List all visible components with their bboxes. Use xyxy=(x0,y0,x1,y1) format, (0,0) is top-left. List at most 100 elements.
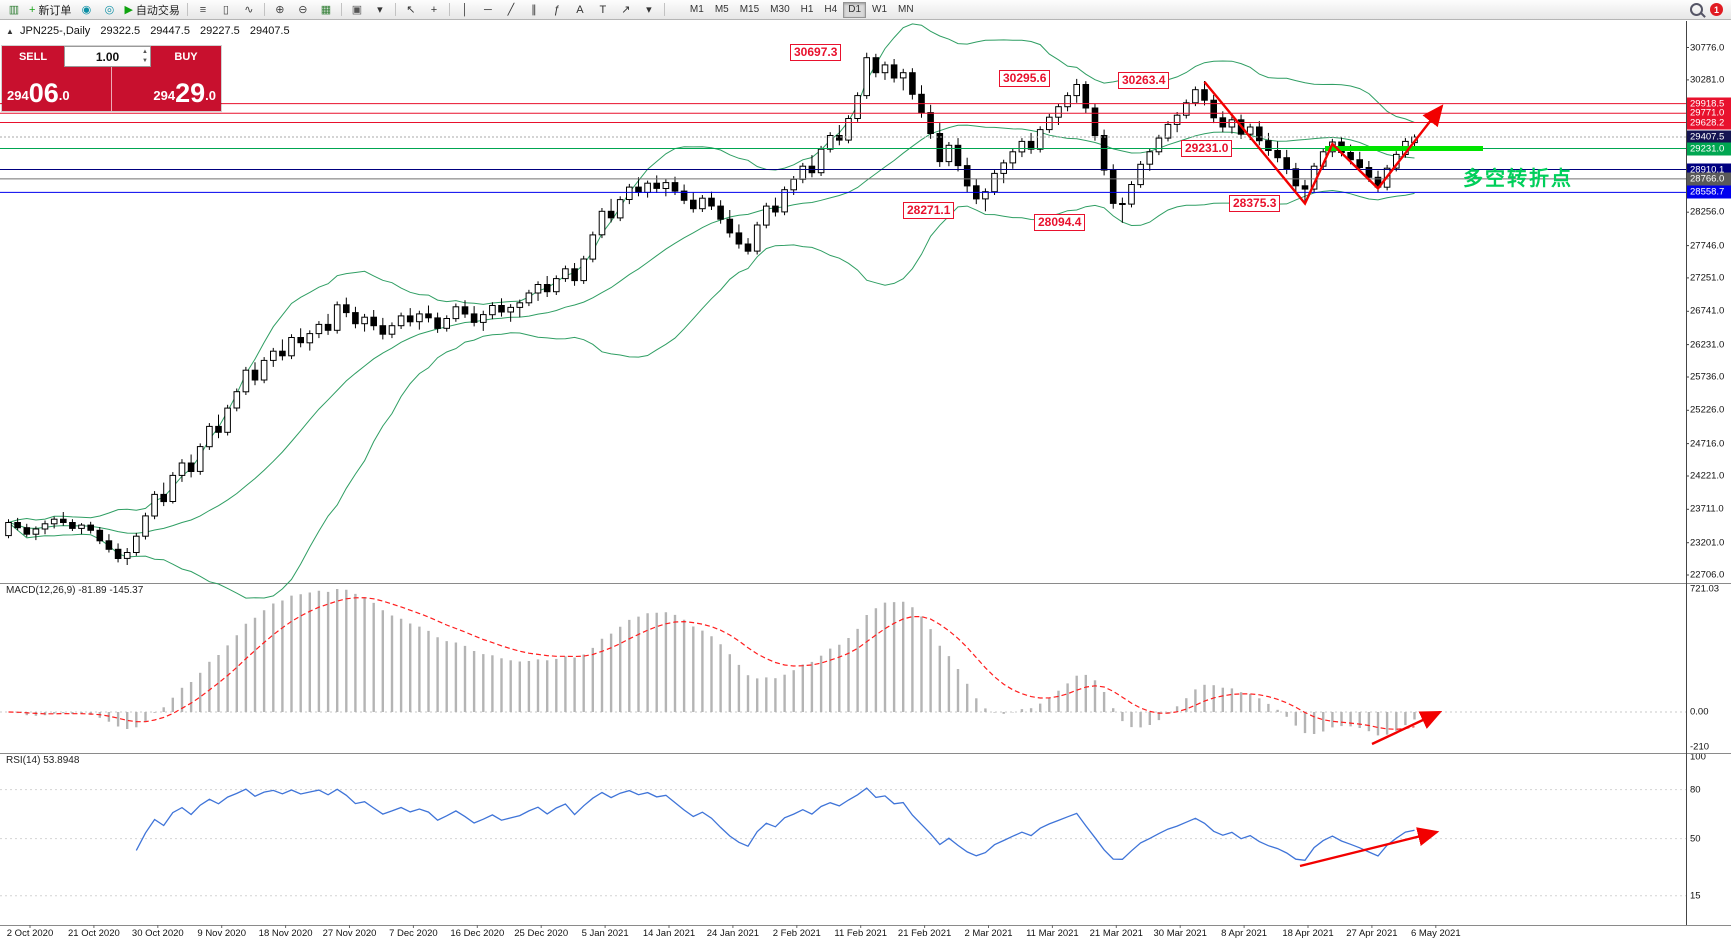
toolbar-trendline-button[interactable]: ╱ xyxy=(500,0,522,19)
toolbar-new-chart-button[interactable]: ▥ xyxy=(3,0,25,19)
toolbar-line-chart-type-button[interactable]: ∿ xyxy=(238,0,260,19)
toolbar-cursor-button[interactable]: ↖ xyxy=(400,0,422,19)
price-axis-label: 28256.0 xyxy=(1690,206,1725,218)
new-order-label: 新订单 xyxy=(38,4,72,17)
trend-arrow-macd[interactable] xyxy=(1371,710,1443,746)
date-label: 7 Dec 2020 xyxy=(389,928,438,939)
tile-windows-icon: ▦ xyxy=(320,4,332,16)
date-label: 18 Apr 2021 xyxy=(1282,928,1334,939)
price-axis-label: 22706.0 xyxy=(1690,569,1725,581)
price-annotation[interactable]: 30697.3 xyxy=(790,43,842,61)
price-axis-label: 23711.0 xyxy=(1690,503,1724,515)
toolbar-separator xyxy=(448,3,450,16)
toolbar-zoom-in-button[interactable]: ⊕ xyxy=(269,0,291,19)
tf-button-M5[interactable]: M5 xyxy=(714,3,729,15)
trend-arrow-rsi[interactable] xyxy=(1299,827,1440,868)
buy-price-big: 29 xyxy=(175,78,206,108)
price-badge-29231.0: 29231.0 xyxy=(1687,142,1731,155)
price-annotation[interactable]: 28271.1 xyxy=(903,202,955,220)
buy-price-prefix: 294 xyxy=(153,88,176,103)
symbol-direction-icon: ▲ xyxy=(6,27,14,36)
tf-button-H4[interactable]: H4 xyxy=(824,3,838,15)
support-highlight-line[interactable] xyxy=(1325,146,1483,151)
main-toolbar: ▥ + 新订单 ◉ ◎ ▶ 自动交易 ≡ ▯ ∿ ⊕ ⊖ ▦ ▣ ▾ ↖ + │ ─ ╱ ∥ ƒ A T ↗ ▾ M1 M5 M15 M3… xyxy=(0,0,1731,20)
ohlc-low: 29227.5 xyxy=(200,25,240,37)
toolbar-horizontal-line-button[interactable]: ─ xyxy=(477,0,499,19)
note-annotation[interactable]: 多空转折点 xyxy=(1463,168,1573,190)
buy-button[interactable]: BUY xyxy=(151,46,221,67)
volume-spinner-icon[interactable]: ▲ ▼ xyxy=(142,49,148,64)
toolbar-shapes-dropdown-button[interactable]: ▾ xyxy=(638,0,660,19)
toolbar-market-watch-button[interactable]: ◉ xyxy=(75,0,97,19)
toolbar-separator xyxy=(340,3,342,16)
rsi-axis-label: 80 xyxy=(1690,784,1701,796)
macd-indicator-label: MACD(12,26,9) -81.89 -145.37 xyxy=(6,585,144,596)
trend-zigzag-arrow[interactable] xyxy=(1203,81,1444,206)
price-badge-29407.5: 29407.5 xyxy=(1687,130,1731,144)
tf-button-M1[interactable]: M1 xyxy=(689,3,704,15)
autotrade-label: 自动交易 xyxy=(135,4,180,17)
toolbar-separator xyxy=(394,3,396,16)
tf-button-MN[interactable]: MN xyxy=(898,3,914,15)
toolbar-arrows-tool-button[interactable]: ↗ xyxy=(615,0,637,19)
tf-button-M15[interactable]: M15 xyxy=(739,3,760,15)
symbol-status-bar: ▲ JPN225-,Daily 29322.5 29447.5 29227.5 … xyxy=(6,25,290,37)
date-label: 16 Dec 2020 xyxy=(450,928,505,939)
date-label: 2 Oct 2020 xyxy=(6,928,54,939)
toolbar-zoom-out-button[interactable]: ⊖ xyxy=(292,0,314,19)
price-annotation[interactable]: 30295.6 xyxy=(999,69,1051,87)
tf-button-M30[interactable]: M30 xyxy=(770,3,790,15)
date-label: 18 Nov 2020 xyxy=(258,928,313,939)
text-label-icon: T xyxy=(599,3,607,16)
buy-price[interactable]: 294 29 .0 xyxy=(111,67,221,111)
toolbar-fibonacci-button[interactable]: ƒ xyxy=(546,0,568,19)
zoom-in-icon: ⊕ xyxy=(275,4,285,16)
price-annotation[interactable]: 30263.4 xyxy=(1118,72,1170,89)
price-annotation[interactable]: 28094.4 xyxy=(1034,213,1086,231)
date-label: 9 Nov 2020 xyxy=(197,928,246,939)
sell-price[interactable]: 294 06 .0 xyxy=(2,67,111,111)
price-badge-28558.7: 28558.7 xyxy=(1687,185,1731,199)
price-annotation[interactable]: 28375.3 xyxy=(1229,195,1281,213)
toolbar-vertical-line-button[interactable]: │ xyxy=(454,0,476,19)
toolbar-new-order-button[interactable]: + 新订单 xyxy=(26,0,74,19)
ohlc-close: 29407.5 xyxy=(249,25,290,37)
search-icon[interactable] xyxy=(1690,3,1703,16)
toolbar-auto-arrange-button[interactable]: ▣ xyxy=(346,0,368,19)
trade-panel-controls: SELL 1.00 ▲ ▼ BUY xyxy=(2,46,221,67)
toolbar-indicators-dropdown-button[interactable]: ▾ xyxy=(369,0,391,19)
price-axis-label: 27746.0 xyxy=(1690,240,1725,252)
toolbar-navigator-button[interactable]: ◎ xyxy=(98,0,120,19)
sell-button[interactable]: SELL xyxy=(2,46,64,67)
price-axis-label: 24221.0 xyxy=(1690,470,1725,482)
date-label: 21 Oct 2020 xyxy=(68,928,120,939)
sell-price-big: 06 xyxy=(28,78,59,108)
toolbar-candle-chart-type-button[interactable]: ▯ xyxy=(215,0,237,19)
price-annotation[interactable]: 29231.0 xyxy=(1181,139,1233,157)
toolbar-bar-chart-type-button[interactable]: ≡ xyxy=(192,0,214,19)
toolbar-autotrade-button[interactable]: ▶ 自动交易 xyxy=(121,0,182,19)
date-label: 5 Jan 2021 xyxy=(581,928,629,939)
autotrade-icon: ▶ xyxy=(124,4,133,16)
candlesticks xyxy=(5,52,1418,565)
toolbar-text-label-button[interactable]: T xyxy=(592,0,614,19)
date-label: 25 Dec 2020 xyxy=(514,928,569,939)
toolbar-equidistant-channel-button[interactable]: ∥ xyxy=(523,0,545,19)
price-axis-label: 27251.0 xyxy=(1690,272,1725,284)
tf-button-W1[interactable]: W1 xyxy=(872,3,888,15)
tf-button-D1[interactable]: D1 xyxy=(843,1,867,18)
tf-button-H1[interactable]: H1 xyxy=(800,3,814,15)
zoom-out-icon: ⊖ xyxy=(298,4,308,16)
arrows-tool-icon: ↗ xyxy=(621,4,631,16)
new-chart-icon: ▥ xyxy=(8,4,20,16)
auto-arrange-icon: ▣ xyxy=(351,4,363,16)
toolbar-text-button[interactable]: A xyxy=(569,0,591,19)
volume-input[interactable]: 1.00 ▲ ▼ xyxy=(64,46,151,67)
notification-badge[interactable]: 1 xyxy=(1710,3,1723,16)
price-axis-label: 24716.0 xyxy=(1690,438,1725,450)
toolbar-tile-windows-button[interactable]: ▦ xyxy=(315,0,337,19)
toolbar-crosshair-button[interactable]: + xyxy=(423,0,445,19)
price-axis-label: 26741.0 xyxy=(1690,305,1725,317)
toolbar-separator xyxy=(263,3,265,16)
